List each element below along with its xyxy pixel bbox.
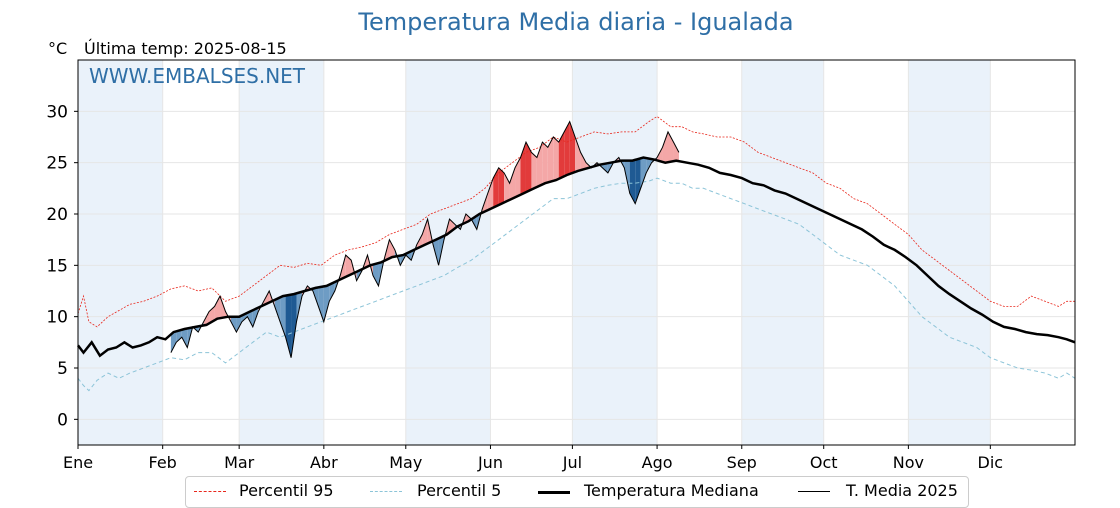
- anomaly-fill: [531, 152, 537, 190]
- anomaly-fill: [629, 159, 636, 204]
- x-tick-label: Ene: [63, 453, 93, 472]
- series-lines: [77, 116, 1076, 392]
- legend-p95-label: Percentil 95: [239, 481, 334, 500]
- y-tick-label: 20: [46, 205, 68, 225]
- anomaly-fill: [389, 239, 395, 259]
- legend-p5-swatch: [370, 491, 402, 492]
- month-band: [78, 60, 163, 445]
- anomaly-fill: [657, 147, 663, 162]
- anomaly-fill: [280, 295, 286, 338]
- chart-title: Temperatura Media diaria - Igualada: [358, 8, 794, 36]
- month-band: [239, 60, 324, 445]
- x-tick-label: Nov: [893, 453, 924, 472]
- plot-frame: [77, 59, 1076, 446]
- legend-media2025-label: T. Media 2025: [846, 481, 958, 500]
- anomaly-fill: [509, 167, 516, 200]
- y-tick-label: 25: [46, 154, 68, 174]
- anomaly-fill: [575, 137, 581, 172]
- anomaly-fill: [564, 121, 570, 177]
- anomaly-fill: [181, 328, 188, 348]
- y-tick-label: 30: [46, 102, 68, 122]
- y-tick-label: 10: [46, 308, 68, 328]
- x-tick-label: Jun: [477, 453, 503, 472]
- anomaly-fill: [345, 255, 352, 277]
- anomaly-fill: [247, 310, 253, 327]
- anomaly-fill: [668, 131, 674, 163]
- anomaly-fill: [236, 315, 242, 333]
- anomaly-fill: [635, 158, 641, 204]
- anomaly-fill: [291, 293, 297, 358]
- x-tick-label: Dic: [978, 453, 1004, 472]
- x-tick-label: Sep: [727, 453, 757, 472]
- anomaly-fill: [542, 142, 548, 185]
- x-tick-label: Jul: [562, 453, 582, 472]
- anomaly-fill: [329, 282, 335, 302]
- unit-label: °C: [48, 39, 68, 58]
- anomaly-fill: [602, 163, 608, 173]
- anomaly-fill: [662, 131, 669, 163]
- x-tick-label: May: [389, 453, 422, 472]
- series-line-p5: [77, 177, 1076, 392]
- anomaly-fill: [536, 142, 543, 188]
- legend-p95-swatch: [194, 491, 226, 492]
- anomaly-fill: [373, 263, 379, 286]
- x-tick-label: Abr: [310, 453, 338, 472]
- y-tick-label: 0: [57, 410, 68, 430]
- anomaly-fill: [214, 296, 221, 321]
- axis-ticks: 0 5 10 15 20 25 30 Ene Feb Mar Abr May Jun Jul Ago Sep O…: [46, 102, 1003, 472]
- legend-median-swatch: [538, 491, 570, 494]
- anomaly-fill: [580, 152, 587, 171]
- month-band: [405, 60, 491, 445]
- month-bands: [78, 60, 991, 445]
- series-line-media-2025: [170, 120, 680, 358]
- legend-media2025-swatch: [798, 491, 830, 492]
- anomaly-fill: [230, 316, 237, 333]
- anomaly-fill: [646, 158, 652, 173]
- y-tick-label: 15: [46, 256, 68, 276]
- legend-median-label: Temperatura Mediana: [584, 481, 759, 500]
- anomaly-fill: [274, 297, 281, 322]
- plot-border: [77, 59, 1076, 446]
- anomaly-fill: [498, 167, 505, 206]
- anomaly-fill: [487, 178, 494, 211]
- month-band: [908, 60, 991, 445]
- anomaly-fill: [465, 214, 472, 223]
- series-line-median: [77, 156, 1076, 358]
- anomaly-fill: [525, 142, 532, 193]
- series-line-p95: [77, 116, 1075, 328]
- anomaly-fill: [323, 284, 330, 322]
- x-tick-label: Ago: [642, 453, 673, 472]
- legend: Percentil 95 Percentil 5 Temperatura Med…: [185, 476, 969, 508]
- x-tick-label: Oct: [810, 453, 838, 472]
- y-tick-label: 5: [57, 359, 68, 379]
- watermark: WWW.EMBALSES.NET: [89, 64, 306, 88]
- anomaly-fill: [558, 131, 565, 179]
- anomaly-fill: [547, 137, 554, 183]
- anomaly-fill: [553, 137, 559, 181]
- x-tick-label: Mar: [224, 453, 255, 472]
- anomaly-fill: [504, 172, 510, 203]
- last-temp-label: Última temp: 2025-08-15: [84, 39, 287, 58]
- anomaly-fill: [640, 158, 647, 189]
- legend-p5-label: Percentil 5: [417, 481, 502, 500]
- anomaly-fill: [515, 157, 521, 198]
- month-band: [572, 60, 658, 445]
- anomaly-fill: [318, 286, 324, 322]
- anomaly-fill: [176, 329, 182, 343]
- month-band: [741, 60, 824, 445]
- anomaly-fill: [673, 142, 679, 162]
- anomaly-fill: [170, 331, 177, 353]
- anomaly-fill: [422, 219, 428, 247]
- anomaly-fill: [220, 296, 226, 319]
- x-tick-label: Feb: [149, 453, 177, 472]
